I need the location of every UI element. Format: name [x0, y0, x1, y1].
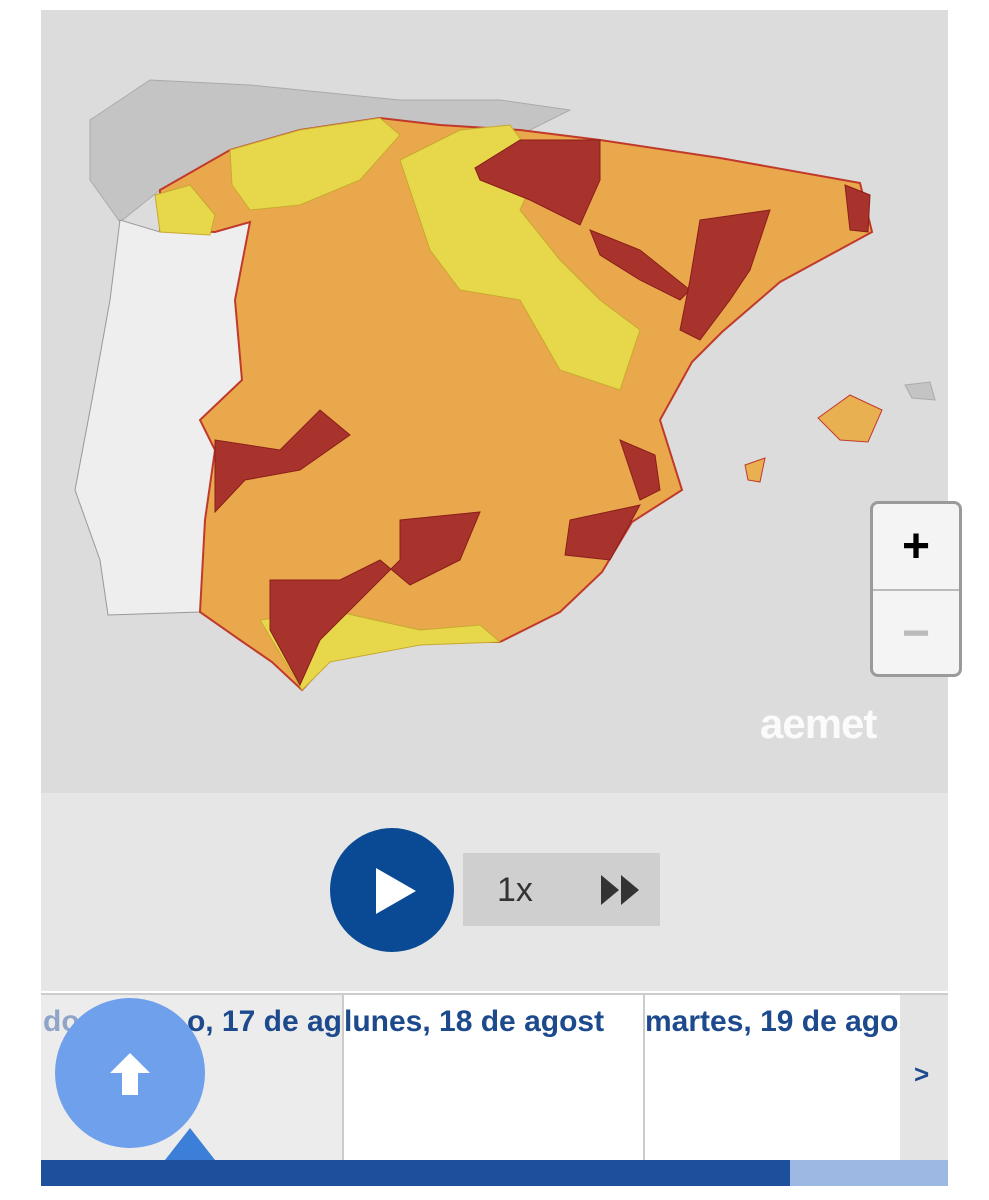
warning-map: + − aemet — [41, 10, 962, 793]
zoom-out-button[interactable]: − — [901, 607, 931, 660]
day-label: lunes, 18 de agost — [344, 1005, 605, 1038]
progress-bar — [41, 1160, 790, 1186]
timeline-next[interactable]: > — [900, 995, 948, 1162]
up-arrow-icon — [110, 1053, 150, 1095]
scroll-top-button[interactable] — [55, 998, 205, 1148]
fast-forward-icon — [601, 875, 639, 905]
progress-remaining — [790, 1160, 948, 1186]
timeline-pointer — [165, 1128, 215, 1160]
day-cell[interactable]: lunes, 18 de agost — [344, 995, 645, 1162]
day-label: o, 17 de ag — [186, 1005, 342, 1038]
zoom-in-button[interactable]: + — [873, 504, 959, 591]
aemet-logo: aemet — [760, 700, 877, 747]
play-icon — [376, 868, 416, 914]
speed-control[interactable]: 1x — [463, 853, 660, 926]
map-drawing — [74, 79, 936, 692]
speed-label: 1x — [497, 871, 533, 909]
play-button[interactable] — [330, 828, 454, 952]
day-cell[interactable]: martes, 19 de agos — [645, 995, 900, 1162]
day-label: martes, 19 de agos — [645, 1005, 900, 1038]
next-arrow: > — [914, 1059, 930, 1089]
zoom-control: + − — [870, 501, 962, 677]
